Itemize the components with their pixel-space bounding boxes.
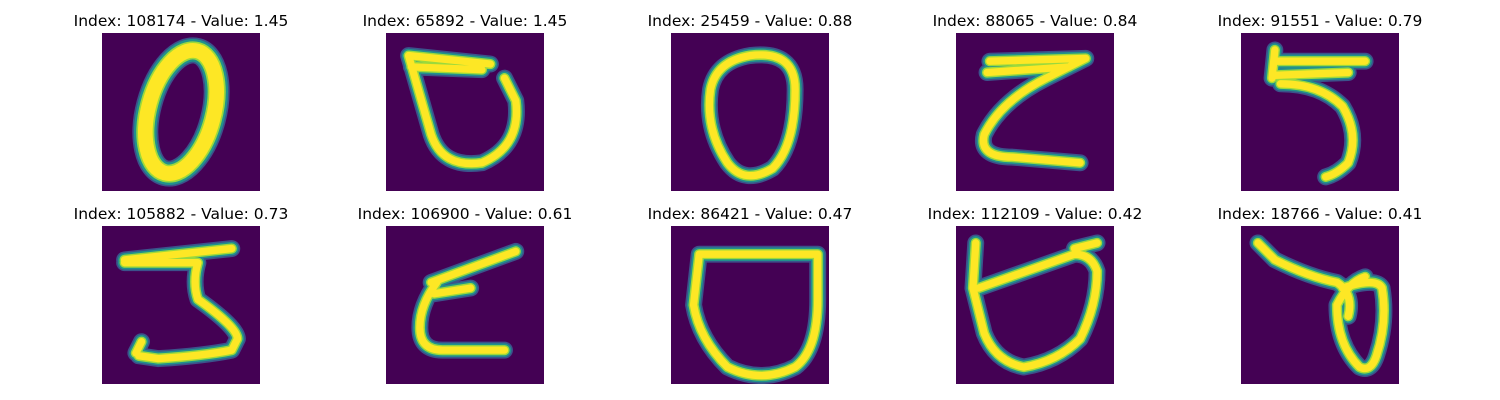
panel-title: Index: 105882 - Value: 0.73 bbox=[73, 205, 289, 223]
panel-10: Index: 18766 - Value: 0.41 bbox=[1200, 205, 1440, 385]
digit-image bbox=[386, 226, 544, 384]
panel-6: Index: 105882 - Value: 0.73 bbox=[61, 205, 301, 385]
digit-image bbox=[1241, 33, 1399, 191]
panel-7: Index: 106900 - Value: 0.61 bbox=[345, 205, 585, 385]
panel-9: Index: 112109 - Value: 0.42 bbox=[915, 205, 1155, 385]
digit-image bbox=[102, 226, 260, 384]
digit-image bbox=[386, 33, 544, 191]
panel-title: Index: 86421 - Value: 0.47 bbox=[647, 205, 853, 223]
panel-title: Index: 18766 - Value: 0.41 bbox=[1217, 205, 1423, 223]
panel-title: Index: 108174 - Value: 1.45 bbox=[73, 12, 289, 30]
panel-3: Index: 25459 - Value: 0.88 bbox=[630, 12, 870, 192]
digit-image bbox=[671, 226, 829, 384]
panel-8: Index: 86421 - Value: 0.47 bbox=[630, 205, 870, 385]
panel-title: Index: 65892 - Value: 1.45 bbox=[362, 12, 568, 30]
panel-title: Index: 106900 - Value: 0.61 bbox=[357, 205, 573, 223]
panel-2: Index: 65892 - Value: 1.45 bbox=[345, 12, 585, 192]
panel-title: Index: 112109 - Value: 0.42 bbox=[927, 205, 1143, 223]
panel-1: Index: 108174 - Value: 1.45 bbox=[61, 12, 301, 192]
digit-image bbox=[956, 226, 1114, 384]
panel-5: Index: 91551 - Value: 0.79 bbox=[1200, 12, 1440, 192]
panel-title: Index: 91551 - Value: 0.79 bbox=[1217, 12, 1423, 30]
digit-image bbox=[1241, 226, 1399, 384]
digit-image bbox=[671, 33, 829, 191]
digit-image bbox=[956, 33, 1114, 191]
panel-title: Index: 88065 - Value: 0.84 bbox=[932, 12, 1138, 30]
digit-image bbox=[102, 33, 260, 191]
panel-title: Index: 25459 - Value: 0.88 bbox=[647, 12, 853, 30]
panel-4: Index: 88065 - Value: 0.84 bbox=[915, 12, 1155, 192]
